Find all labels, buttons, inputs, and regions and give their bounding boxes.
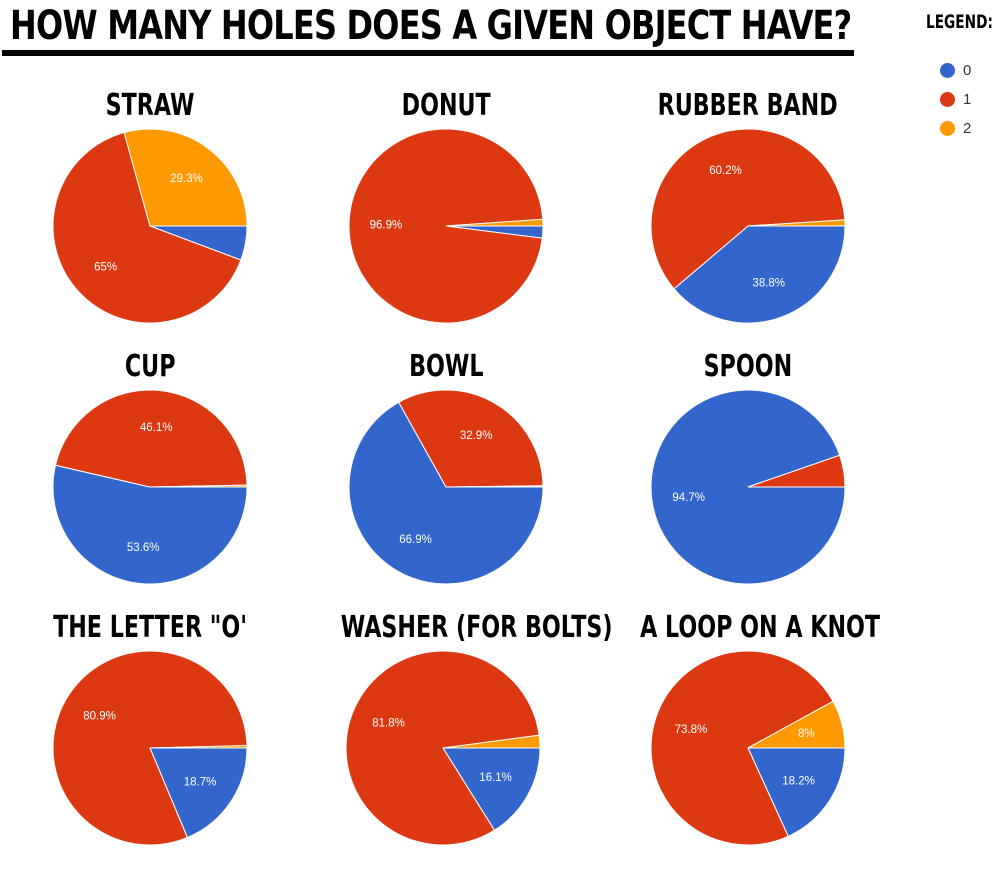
legend-dot-icon <box>940 91 955 107</box>
pie-slice-1 <box>650 128 846 290</box>
pie-slice-1 <box>54 389 248 488</box>
pie-chart-cup: CUP 53.6% 46.1% <box>0 349 300 609</box>
chart-title: THE LETTER "O' <box>53 610 247 645</box>
pie-slice-1 <box>52 131 242 324</box>
slice-percent-label: 29.3% <box>170 173 203 185</box>
legend-item-0: 0 <box>940 60 971 80</box>
pie-svg: 53.6% 46.1% <box>52 389 248 585</box>
slice-percent-label: 53.6% <box>127 542 160 554</box>
slice-percent-label: 32.9% <box>460 430 493 442</box>
chart-title: CUP <box>124 349 176 384</box>
pie-chart-spoon: SPOON 94.7% <box>598 349 898 609</box>
pie-chart-loop-on-knot: A LOOP ON A KNOT 18.2% 73.8% 8% <box>598 610 898 870</box>
pie-slice-2 <box>747 219 846 227</box>
pie-chart-letter-o: THE LETTER "O' 18.7% 80.9% <box>0 610 300 870</box>
pie-chart-washer: WASHER (FOR BOLTS) 16.1% 81.8% <box>293 610 613 870</box>
pie-svg: 18.7% 80.9% <box>52 650 248 846</box>
pie-svg: 65% 29.3% <box>52 128 248 324</box>
pie-slice-1 <box>747 454 846 488</box>
pie-svg: 18.2% 73.8% 8% <box>650 650 846 846</box>
chart-title: SPOON <box>703 349 793 384</box>
slice-percent-label: 65% <box>94 262 117 274</box>
pie-slice-0 <box>747 747 846 837</box>
legend-label: 2 <box>963 119 972 137</box>
slice-percent-label: 94.7% <box>672 492 705 504</box>
pie-slice-2 <box>747 700 846 749</box>
pie-svg: 94.7% <box>650 389 846 585</box>
pie-slice-0 <box>442 747 541 831</box>
pie-slice-2 <box>149 484 248 488</box>
legend-title: LEGEND: <box>926 11 993 33</box>
slice-percent-label: 73.8% <box>675 724 708 736</box>
pie-slice-1 <box>398 389 544 488</box>
pie-slice-2 <box>442 734 541 749</box>
chart-title: A LOOP ON A KNOT <box>640 610 881 645</box>
chart-title: BOWL <box>408 349 484 384</box>
chart-title: DONUT <box>401 88 491 123</box>
pie-slice-2 <box>123 128 248 227</box>
pie-slice-2 <box>445 218 544 227</box>
pie-svg: 66.9% 32.9% <box>348 389 544 585</box>
pie-slice-0 <box>673 225 846 324</box>
legend-label: 1 <box>963 90 972 108</box>
pie-chart-straw: STRAW 65% 29.3% <box>0 88 300 348</box>
pie-slice-0 <box>650 389 846 585</box>
legend-label: 0 <box>963 61 972 79</box>
pie-svg: 16.1% 81.8% <box>345 650 541 846</box>
pie-slice-1 <box>345 650 540 846</box>
pie-svg: 38.8% 60.2% <box>650 128 846 324</box>
chart-title: RUBBER BAND <box>657 88 839 123</box>
slice-percent-label: 96.9% <box>370 219 403 231</box>
pie-slice-1 <box>52 650 248 846</box>
slice-percent-label: 81.8% <box>372 717 405 729</box>
legend: LEGEND: 0 1 2 <box>920 10 1000 137</box>
pie-chart-donut: DONUT 96.9% <box>296 88 596 348</box>
pie-slice-0 <box>149 747 248 839</box>
pie-chart-rubber-band: RUBBER BAND 38.8% 60.2% <box>598 88 898 348</box>
legend-dot-icon <box>940 120 955 136</box>
slice-percent-label: 66.9% <box>399 534 432 546</box>
slice-percent-label: 46.1% <box>140 422 173 434</box>
slice-percent-label: 18.2% <box>782 776 815 788</box>
pie-slice-1 <box>348 128 544 324</box>
pie-slice-0 <box>348 401 544 585</box>
slice-percent-label: 60.2% <box>709 165 742 177</box>
chart-title: WASHER (FOR BOLTS) <box>340 610 613 645</box>
pie-svg: 96.9% <box>348 128 544 324</box>
legend-dot-icon <box>940 62 955 78</box>
pie-slice-2 <box>149 745 248 749</box>
pie-slice-2 <box>445 485 544 488</box>
slice-percent-label: 38.8% <box>752 277 785 289</box>
slice-percent-label: 18.7% <box>184 776 217 788</box>
pie-chart-bowl: BOWL 66.9% 32.9% <box>296 349 596 609</box>
legend-item-2: 2 <box>940 118 971 138</box>
title-underline <box>2 50 854 56</box>
pie-slice-0 <box>52 464 248 585</box>
slice-percent-label: 16.1% <box>479 772 512 784</box>
legend-item-1: 1 <box>940 89 971 109</box>
page-title: HOW MANY HOLES DOES A GIVEN OBJECT HAVE? <box>10 3 852 49</box>
slice-percent-label: 80.9% <box>83 710 116 722</box>
pie-slice-1 <box>650 650 834 846</box>
slice-percent-label: 8% <box>798 728 815 740</box>
chart-title: STRAW <box>105 88 195 123</box>
